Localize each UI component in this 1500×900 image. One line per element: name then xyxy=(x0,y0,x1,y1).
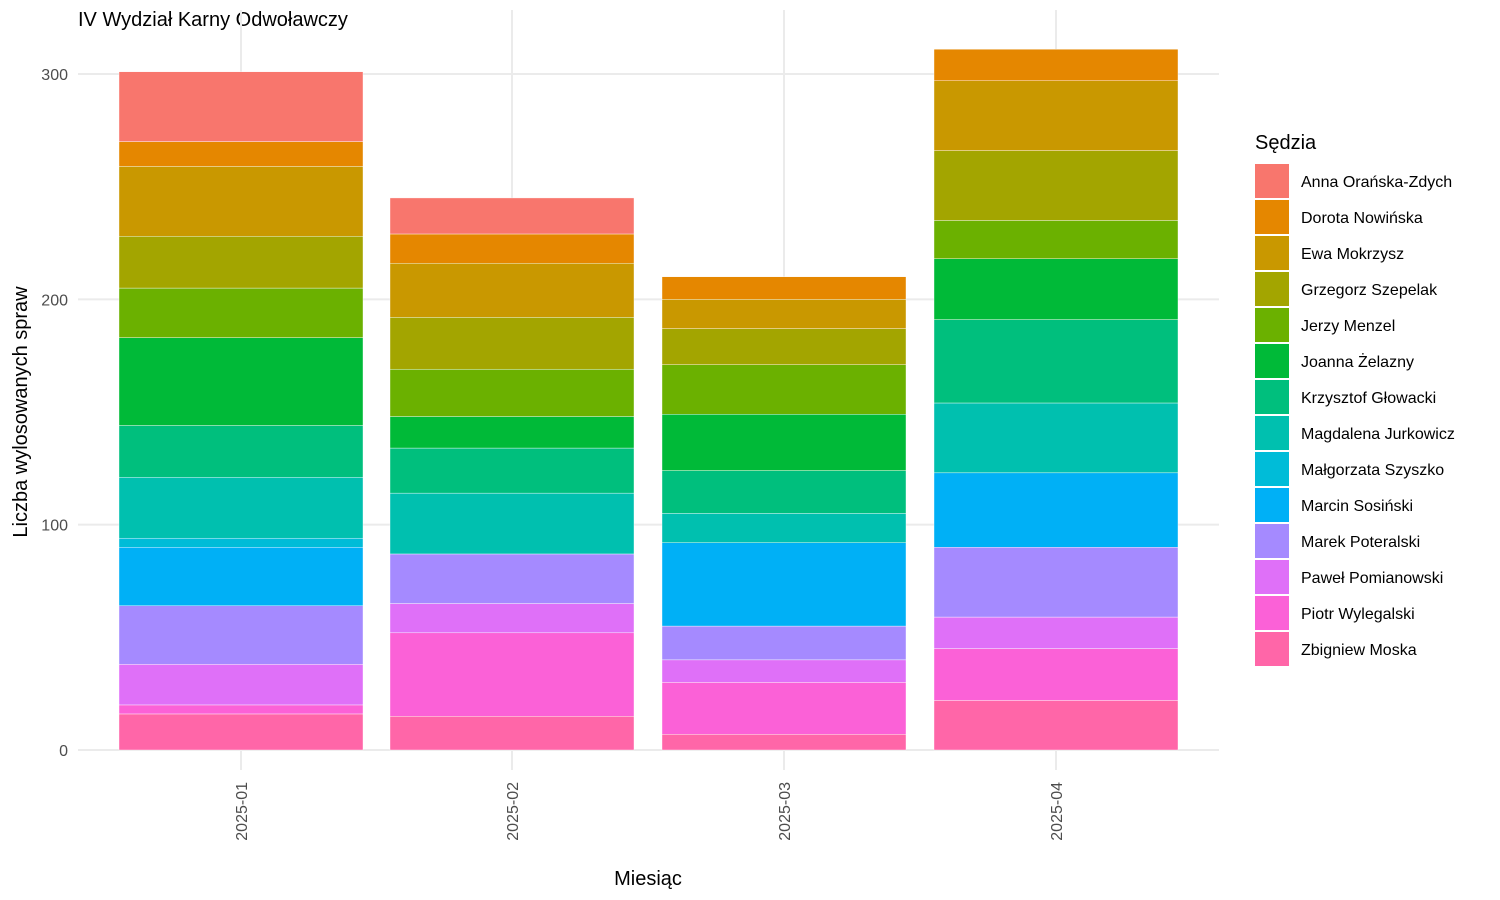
bar-segment xyxy=(118,236,364,289)
y-tick-label: 100 xyxy=(41,518,68,535)
legend-label: Dorota Nowińska xyxy=(1301,210,1423,227)
bar-segment xyxy=(661,625,907,661)
bar-segment xyxy=(389,632,635,717)
bar-segment xyxy=(661,734,907,751)
bar-segment xyxy=(118,477,364,539)
x-axis-ticks: 2025-01 2025-02 2025-03 2025-04 xyxy=(234,782,1066,841)
legend-key xyxy=(1255,308,1289,342)
bar-segment xyxy=(933,319,1179,404)
bar-segment xyxy=(933,49,1179,81)
bar-segment xyxy=(118,141,364,167)
bar-segment xyxy=(661,414,907,471)
bar-segment xyxy=(118,704,364,715)
y-tick-label: 200 xyxy=(41,292,68,309)
bar-segment xyxy=(933,402,1179,474)
legend-label: Marcin Sosiński xyxy=(1301,498,1413,515)
y-tick-label: 300 xyxy=(41,67,68,84)
legend-key xyxy=(1255,344,1289,378)
legend-label: Paweł Pomianowski xyxy=(1301,570,1443,587)
legend-key xyxy=(1255,200,1289,234)
bar-segment xyxy=(933,258,1179,320)
bar-segment xyxy=(389,603,635,634)
legend-key xyxy=(1255,272,1289,306)
bar-segment xyxy=(118,605,364,665)
bar-segment xyxy=(118,713,364,751)
legend-label: Magdalena Jurkowicz xyxy=(1301,426,1455,443)
bar-segment xyxy=(118,337,364,426)
bar-segment xyxy=(933,616,1179,649)
legend-label: Grzegorz Szepelak xyxy=(1301,282,1438,299)
y-tick-label: 0 xyxy=(59,743,68,760)
bar-segment xyxy=(661,364,907,415)
bar-segment xyxy=(933,80,1179,151)
bar-segment xyxy=(389,197,635,235)
x-tick-label: 2025-02 xyxy=(505,782,522,841)
legend-title: Sędzia xyxy=(1255,132,1317,154)
legend-key xyxy=(1255,632,1289,666)
bar-segment xyxy=(118,166,364,237)
bar-segment xyxy=(661,470,907,514)
legend-key xyxy=(1255,380,1289,414)
bar-segment xyxy=(389,263,635,318)
bar-segment xyxy=(118,287,364,338)
bar-segment xyxy=(389,447,635,494)
bar-segment xyxy=(118,537,364,548)
bar-segment xyxy=(118,664,364,706)
bar-segment xyxy=(118,425,364,478)
bar-segment xyxy=(389,716,635,751)
x-axis-title: Miesiąc xyxy=(614,868,682,890)
bar-segment xyxy=(661,682,907,735)
bar-segment xyxy=(389,553,635,604)
legend-key xyxy=(1255,560,1289,594)
legend-label: Joanna Żelazny xyxy=(1301,352,1414,371)
legend-key xyxy=(1255,488,1289,522)
bar-segment xyxy=(661,276,907,300)
bar-segment xyxy=(118,71,364,142)
legend: Sędzia Anna Orańska-Zdych Dorota Nowińska… xyxy=(1255,132,1455,666)
legend-key xyxy=(1255,164,1289,198)
bar-segment xyxy=(389,233,635,264)
bar-segment xyxy=(661,542,907,627)
x-tick-label: 2025-03 xyxy=(777,782,794,841)
legend-label: Zbigniew Moska xyxy=(1301,642,1417,659)
legend-label: Krzysztof Głowacki xyxy=(1301,390,1436,407)
bar-segment xyxy=(389,416,635,449)
bar-segment xyxy=(933,700,1179,751)
bar-segment xyxy=(933,220,1179,259)
legend-key xyxy=(1255,524,1289,558)
legend-key xyxy=(1255,596,1289,630)
chart-title: IV Wydział Karny Odwoławczy xyxy=(78,9,348,31)
bar-segment xyxy=(933,648,1179,701)
bar-segment xyxy=(661,299,907,329)
bar-segment xyxy=(118,547,364,606)
bar-segment xyxy=(661,513,907,543)
legend-key xyxy=(1255,236,1289,270)
bar-segment xyxy=(933,472,1179,548)
legend-label: Piotr Wylegalski xyxy=(1301,606,1415,623)
legend-label: Marek Poteralski xyxy=(1301,534,1420,551)
bar-segment xyxy=(933,150,1179,221)
bar-segment xyxy=(661,328,907,365)
legend-label: Ewa Mokrzysz xyxy=(1301,246,1404,263)
legend-key xyxy=(1255,452,1289,486)
bar-segment xyxy=(933,547,1179,618)
bar-segment xyxy=(389,317,635,370)
bar-segment xyxy=(389,492,635,555)
y-axis-ticks: 0 100 200 300 xyxy=(41,67,68,760)
legend-label: Małgorzata Szyszko xyxy=(1301,462,1444,479)
x-tick-label: 2025-04 xyxy=(1049,782,1066,841)
legend-key xyxy=(1255,416,1289,450)
bar-segment xyxy=(389,368,635,417)
legend-label: Jerzy Menzel xyxy=(1301,318,1395,335)
legend-label: Anna Orańska-Zdych xyxy=(1301,174,1452,191)
y-axis-title: Liczba wylosowanych spraw xyxy=(10,286,32,538)
bars xyxy=(118,49,1179,751)
bar-segment xyxy=(661,659,907,683)
x-tick-label: 2025-01 xyxy=(234,782,251,841)
